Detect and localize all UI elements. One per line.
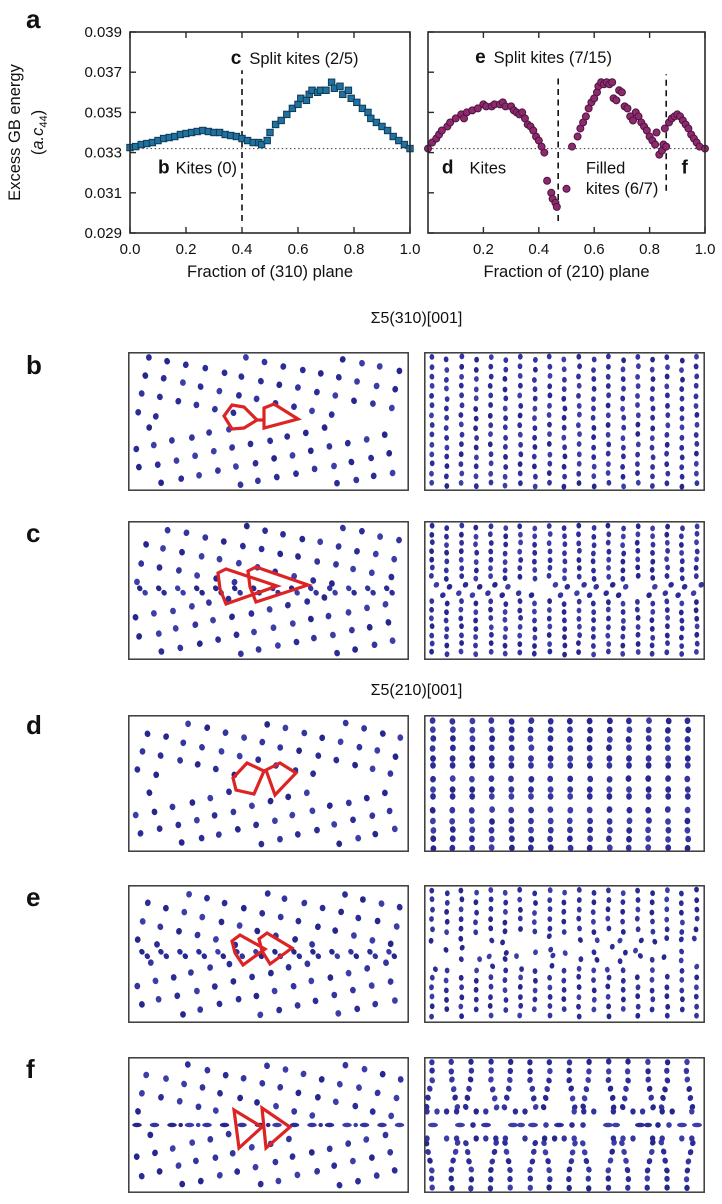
panel-f-atoms-column-view xyxy=(424,1057,705,1193)
atom-box-frame xyxy=(128,521,409,660)
y-tick-label: 0.039 xyxy=(84,24,122,41)
y-tick-label: 0.029 xyxy=(84,225,122,242)
gb-energy-charts: 0.0 0.2 0.4 0.6 0.8 1.0 0.039 0.037 0.035 0.033 0.… xyxy=(6,24,716,281)
kite-outline xyxy=(257,931,295,967)
y-tick-label: 0.037 xyxy=(84,64,122,81)
panel-e-atoms-gb-view xyxy=(128,885,409,1023)
x-tick-label: 1.0 xyxy=(695,241,716,258)
kite-outline xyxy=(246,565,314,604)
group-title-210: Σ5(210)[001] xyxy=(370,682,463,699)
kite-outline xyxy=(264,761,299,798)
series-210 xyxy=(424,78,709,211)
x-tick-label: 0.4 xyxy=(232,241,253,258)
panel-e-atoms-column-view xyxy=(424,885,705,1023)
y-axis-title-line2: (a.c44) xyxy=(29,110,50,155)
panel-label-b: b xyxy=(26,350,42,380)
panel-b-atoms-gb-view xyxy=(128,352,409,491)
atom-box-frame xyxy=(424,715,705,852)
y-axis-title-line1: Excess GB energy xyxy=(6,63,24,200)
chart-annotation: b Kites (0) xyxy=(158,158,237,179)
chart-annotation: kites (6/7) xyxy=(586,180,658,198)
kite-outline xyxy=(222,403,260,431)
panel-d-atoms-column-view xyxy=(424,715,705,852)
panel-label-a: a xyxy=(26,4,41,34)
x-tick-label: 0.8 xyxy=(639,241,660,258)
series-310 xyxy=(126,78,414,153)
x-axis-title: Fraction of (210) plane xyxy=(483,263,649,281)
x-tick-label: 0.6 xyxy=(584,241,605,258)
panel-d-atoms-gb-view xyxy=(128,715,409,852)
x-tick-label: 0.4 xyxy=(528,241,549,258)
atom-box-frame xyxy=(128,352,409,491)
panel-c-atoms-gb-view xyxy=(128,521,409,660)
plot-frame xyxy=(427,31,706,234)
y-tick-label: 0.035 xyxy=(84,104,122,121)
x-tick-label: 1.0 xyxy=(400,241,421,258)
panel-b-atoms-column-view xyxy=(424,352,705,491)
chart-gb-energy-310: 0.0 0.2 0.4 0.6 0.8 1.0 0.039 0.037 0.035 0.033 0.… xyxy=(6,24,420,281)
x-tick-label: 0.2 xyxy=(473,241,494,258)
panel-label-c: c xyxy=(26,518,41,548)
chart-annotation: Filled xyxy=(586,160,625,178)
plot-frame xyxy=(129,31,411,234)
panel-c-atoms-column-view xyxy=(424,521,705,660)
atom-box-frame xyxy=(128,1057,409,1193)
chart-annotation: e Split kites (7/15) xyxy=(475,47,612,68)
kite-outline xyxy=(260,1104,293,1152)
panel-label-e: e xyxy=(26,882,41,912)
x-tick-label: 0.8 xyxy=(344,241,365,258)
chart-annotation: f xyxy=(681,158,688,179)
kite-outline xyxy=(231,761,267,796)
group-title-310: Σ5(310)[001] xyxy=(370,310,463,327)
x-tick-label: 0.2 xyxy=(176,241,197,258)
y-tick-label: 0.031 xyxy=(84,185,122,202)
panel-label-f: f xyxy=(26,1054,35,1084)
chart-gb-energy-210: 0.2 0.4 0.6 0.8 1.0 Fraction of (210) plane e S… xyxy=(424,31,716,281)
atom-box-frame xyxy=(424,521,705,660)
atom-box-frame xyxy=(128,885,409,1023)
x-tick-label: 0.6 xyxy=(288,241,309,258)
x-axis-title: Fraction of (310) plane xyxy=(187,263,353,281)
chart-annotation: d Kites xyxy=(442,158,506,179)
panel-label-d: d xyxy=(26,710,42,740)
atom-box-frame xyxy=(424,1057,705,1193)
atom-box-frame xyxy=(128,715,409,852)
x-tick-label: 0.0 xyxy=(120,241,141,258)
panel-f-atoms-gb-view xyxy=(128,1057,409,1193)
kite-outline xyxy=(231,1106,265,1152)
atom-box-frame xyxy=(424,885,705,1023)
atom-box-frame xyxy=(424,352,705,491)
chart-annotation: c Split kites (2/5) xyxy=(231,48,359,69)
y-tick-label: 0.033 xyxy=(84,145,122,162)
kite-outline xyxy=(230,933,268,968)
